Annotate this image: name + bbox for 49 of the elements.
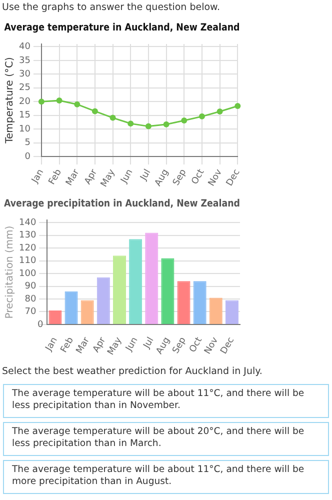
x-tick-label: Feb [59,336,76,355]
point [198,113,205,120]
y-axis-title: Temperature (°C) [4,56,16,144]
text: 0 [37,320,44,330]
text: The average temperature will be about 20°C, and there will be less precipitation than in March. [3,422,329,456]
y-tick-label: 15 [19,110,30,121]
x-tick-label: Jul [142,336,156,352]
x-tick-label: Jul [138,168,154,184]
point [181,118,188,124]
text: Select the best weather prediction for Auckland in July. [1,365,264,379]
x-tick-label: Jan [44,336,60,354]
y-tick-label: 30 [19,70,31,80]
x-tick-label: Jun [124,336,140,354]
y-tick-label: 10 [19,124,31,134]
point [128,120,134,127]
point [74,101,80,108]
x-tick-label: Jan [30,168,46,186]
text: The average temperature will be about 11°C, and there will be more precipitation than in August. [3,460,329,494]
point [56,98,62,104]
y-tick-label: 110 [18,256,36,266]
x-tick-label: Feb [47,168,64,187]
y-tick-label: 140 [18,218,36,228]
point [145,123,152,130]
x-tick-label: Jun [119,168,136,186]
y-tick-label: 130 [18,230,36,241]
point [38,98,44,105]
y-tick-label: 120 [18,243,36,254]
y-tick-label: 35 [19,56,30,66]
point [110,114,116,121]
y-tick-label: 40 [19,42,31,52]
point [216,108,223,114]
y-tick-label: 90 [24,282,36,292]
point [92,108,98,114]
x-tick-label: Oct [190,167,207,186]
text: Use the graphs to answer the question below. [1,1,221,15]
y-tick-label: 80 [24,294,36,304]
y-tick-label: 5 [24,138,30,148]
text: The average temperature will be about 11°C, and there will be less precipitation than in November. [3,384,329,418]
y-tick-label: 70 [24,307,36,318]
y-tick-label: 0 [24,152,31,162]
y-axis-title: Precipitation (mm) [4,226,16,319]
y-tick-label: 25 [19,83,30,94]
chart-title: Average temperature in Auckland, New Zealand [4,22,240,34]
y-tick-label: 20 [19,96,31,107]
y-tick-label: 100 [18,268,36,279]
x-tick-label: Oct [188,335,205,354]
point [234,103,241,110]
chart-title: Average precipitation in Auckland, New Zealand [4,198,240,210]
point [163,121,170,128]
